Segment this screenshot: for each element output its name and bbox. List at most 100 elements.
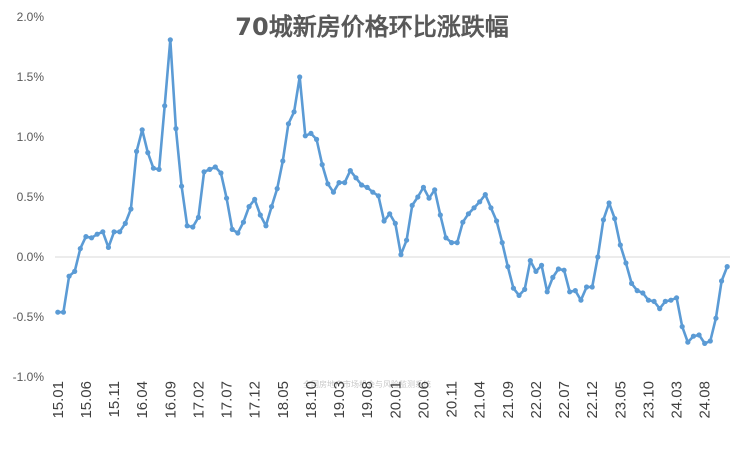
data-point bbox=[342, 180, 348, 186]
x-tick-label: 17.07 bbox=[219, 381, 236, 419]
data-point bbox=[595, 254, 601, 260]
x-tick-label: 22.12 bbox=[584, 381, 601, 419]
x-tick-label: 22.02 bbox=[528, 381, 545, 419]
x-tick-label: 17.02 bbox=[190, 381, 207, 419]
data-point bbox=[178, 183, 185, 189]
data-point bbox=[679, 324, 685, 330]
data-point bbox=[280, 158, 286, 164]
x-tick-label: 15.01 bbox=[50, 381, 67, 419]
data-point bbox=[409, 202, 415, 208]
x-tick-label: 16.04 bbox=[134, 381, 151, 419]
data-point bbox=[330, 189, 337, 195]
x-tick-label: 20.01 bbox=[387, 381, 404, 419]
data-point bbox=[465, 211, 472, 217]
data-point bbox=[313, 136, 320, 142]
data-point bbox=[83, 234, 89, 240]
x-tick-label: 18.05 bbox=[275, 381, 292, 419]
data-point bbox=[403, 237, 410, 243]
data-point bbox=[387, 211, 393, 217]
y-tick-label: 1.5% bbox=[17, 70, 45, 84]
data-point bbox=[150, 165, 157, 171]
y-tick-label: -0.5% bbox=[13, 310, 45, 324]
x-tick-label: 19.08 bbox=[359, 381, 376, 419]
data-point bbox=[302, 133, 308, 139]
data-point bbox=[133, 148, 140, 154]
data-point bbox=[522, 286, 528, 292]
x-tick-label: 18.10 bbox=[303, 381, 320, 419]
data-point bbox=[139, 127, 145, 133]
x-tick-label: 17.12 bbox=[247, 381, 264, 419]
data-point bbox=[505, 264, 511, 270]
data-point bbox=[347, 168, 353, 174]
data-point bbox=[162, 103, 168, 109]
data-point bbox=[443, 235, 449, 241]
data-point bbox=[66, 273, 72, 279]
data-point bbox=[454, 240, 460, 246]
x-tick-label: 16.09 bbox=[162, 381, 179, 419]
data-point bbox=[336, 180, 342, 186]
data-point bbox=[668, 297, 674, 303]
x-tick-label: 15.06 bbox=[78, 381, 95, 419]
data-point bbox=[274, 186, 280, 192]
data-point bbox=[105, 244, 112, 250]
series-line bbox=[56, 38, 729, 345]
data-point bbox=[297, 74, 303, 80]
data-point bbox=[617, 242, 623, 248]
data-point bbox=[420, 184, 427, 190]
data-point bbox=[578, 297, 584, 303]
data-point bbox=[437, 212, 443, 218]
data-point bbox=[415, 194, 421, 200]
watermark-text: 全国房地产市场机会与风险监测系统 bbox=[303, 379, 431, 389]
data-point bbox=[325, 181, 331, 187]
data-point bbox=[398, 252, 404, 258]
data-point bbox=[252, 196, 258, 202]
data-point bbox=[634, 288, 640, 294]
data-point bbox=[432, 187, 438, 193]
x-axis: 15.01 15.06 15.11 16.04 16.09 17.02 17.07 17.12… bbox=[50, 381, 714, 419]
x-tick-label: 15.11 bbox=[106, 381, 123, 417]
data-point bbox=[567, 289, 573, 295]
data-point bbox=[156, 166, 162, 172]
data-point bbox=[696, 332, 702, 338]
data-point bbox=[589, 284, 595, 290]
x-tick-label: 23.05 bbox=[612, 381, 629, 419]
data-point bbox=[240, 219, 247, 225]
data-point bbox=[623, 260, 629, 266]
data-point bbox=[673, 295, 680, 301]
data-point bbox=[690, 333, 697, 339]
x-tick-label: 20.11 bbox=[444, 381, 461, 417]
data-point bbox=[460, 219, 466, 225]
data-point bbox=[117, 229, 123, 235]
data-point bbox=[207, 166, 213, 172]
data-point bbox=[94, 231, 100, 237]
data-point bbox=[167, 37, 173, 43]
data-point bbox=[477, 199, 483, 205]
x-tick-label: 22.07 bbox=[556, 381, 573, 419]
data-point bbox=[60, 309, 67, 315]
y-tick-label: 1.0% bbox=[17, 130, 45, 144]
data-point bbox=[375, 193, 382, 199]
data-point bbox=[235, 230, 241, 236]
chart-title: 70城新房价格环比涨跌幅 bbox=[235, 13, 508, 41]
data-point bbox=[285, 121, 292, 127]
data-point bbox=[707, 338, 713, 344]
data-point bbox=[128, 206, 134, 212]
data-point bbox=[100, 229, 106, 235]
data-point bbox=[77, 246, 83, 252]
data-point bbox=[88, 235, 95, 241]
data-point bbox=[122, 220, 128, 226]
data-point bbox=[111, 229, 117, 235]
data-point bbox=[308, 130, 314, 136]
data-point bbox=[145, 150, 151, 156]
series-line-path bbox=[56, 38, 729, 345]
data-point bbox=[724, 264, 730, 270]
data-point bbox=[268, 204, 275, 210]
data-point bbox=[353, 175, 359, 181]
data-point bbox=[223, 195, 230, 201]
data-point bbox=[516, 292, 522, 298]
data-point bbox=[538, 262, 545, 268]
data-point bbox=[246, 204, 252, 210]
data-point bbox=[493, 218, 500, 224]
series-points bbox=[55, 37, 730, 346]
